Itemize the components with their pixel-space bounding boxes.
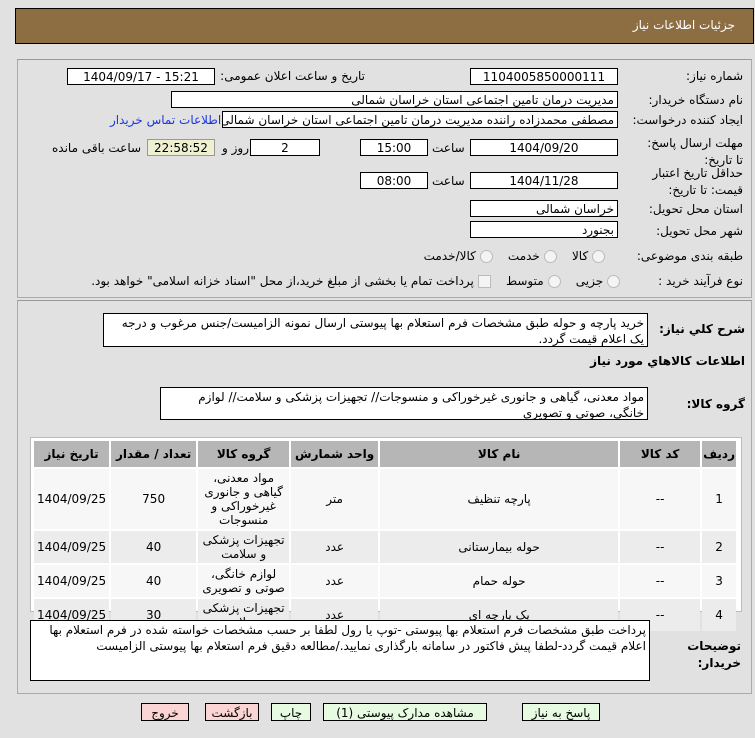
treasury-checkbox[interactable] bbox=[477, 275, 491, 288]
cell-item-code: -- bbox=[620, 565, 701, 597]
validity-label: حداقل تاریخ اعتبار قیمت: تا تاریخ: bbox=[652, 166, 743, 197]
category-radio-both[interactable] bbox=[479, 250, 493, 263]
print-button[interactable]: چاپ bbox=[271, 703, 311, 721]
validity-time-field[interactable]: 08:00 bbox=[360, 172, 428, 189]
process-radio-group: جزیی متوسط پرداخت تمام یا بخشی از مبلغ خ… bbox=[91, 274, 620, 288]
category-option-both: کالا/خدمت bbox=[423, 249, 476, 263]
reply-button[interactable]: پاسخ به نیاز bbox=[522, 703, 600, 721]
category-option-service: خدمت bbox=[507, 249, 540, 263]
cell-row-number: 4 bbox=[702, 599, 736, 631]
cell-item-group: تجهیزات پزشکی و سلامت bbox=[198, 531, 290, 563]
goods-section-title: اطلاعات كالاهاي مورد نياز bbox=[590, 354, 745, 368]
need-number-field[interactable]: 1104005850000111 bbox=[470, 68, 618, 85]
province-label: استان محل تحویل: bbox=[648, 202, 743, 216]
deadline-time-field[interactable]: 15:00 bbox=[360, 139, 428, 156]
creator-field[interactable]: مصطفی محمدزاده راننده مدیریت درمان تامین… bbox=[222, 111, 618, 128]
category-radio-service[interactable] bbox=[543, 250, 557, 263]
description-textarea[interactable]: خرید پارچه و حوله طبق مشخصات فرم استعلام… bbox=[103, 313, 648, 347]
cell-item-group: لوازم خانگی، صوتی و تصویری bbox=[198, 565, 290, 597]
cell-quantity: 40 bbox=[111, 565, 197, 597]
cell-unit: عدد bbox=[291, 531, 379, 563]
table-row: 1 -- پارچه تنظیف متر مواد معدنی، گیاهی و جان… bbox=[34, 469, 736, 529]
cell-row-number: 2 bbox=[702, 531, 736, 563]
col-item-name: نام کالا bbox=[380, 441, 619, 467]
announce-field[interactable]: 1404/09/17 - 15:21 bbox=[67, 68, 215, 85]
table-row: 3 -- حوله حمام عدد لوازم خانگی، صوتی و تصویر… bbox=[34, 565, 736, 597]
cell-quantity: 40 bbox=[111, 531, 197, 563]
goods-panel bbox=[17, 300, 752, 694]
cell-row-number: 3 bbox=[702, 565, 736, 597]
col-quantity: تعداد / مقدار bbox=[111, 441, 197, 467]
category-option-goods: کالا bbox=[571, 249, 589, 263]
deadline-date-field[interactable]: 1404/09/20 bbox=[470, 139, 618, 156]
buyer-notes-textarea[interactable]: پرداخت طبق مشخصات فرم استعلام بها پیوستی… bbox=[30, 620, 650, 681]
table-row: 2 -- حوله بیمارستانی عدد تجهیزات پزشکی و سلا… bbox=[34, 531, 736, 563]
cell-item-code: -- bbox=[620, 469, 701, 529]
category-radio-group: کالا خدمت کالا/خدمت bbox=[424, 249, 605, 263]
process-radio-minor[interactable] bbox=[607, 275, 620, 288]
days-field[interactable]: 2 bbox=[250, 139, 320, 156]
remaining-label: ساعت باقی مانده bbox=[52, 141, 142, 155]
announce-label: تاریخ و ساعت اعلان عمومی: bbox=[220, 69, 365, 83]
exit-button[interactable]: خروج bbox=[141, 703, 189, 721]
cell-row-number: 1 bbox=[702, 469, 736, 529]
page-header: جزئیات اطلاعات نیاز bbox=[15, 8, 754, 44]
col-need-date: تاریخ نیاز bbox=[34, 441, 110, 467]
process-option-minor: جزیی bbox=[575, 274, 604, 288]
province-field[interactable]: خراسان شمالی bbox=[470, 200, 618, 217]
deadline-label: مهلت ارسال پاسخ: تا تاریخ: bbox=[647, 136, 743, 167]
cell-item-code: -- bbox=[620, 531, 701, 563]
cell-need-date: 1404/09/25 bbox=[34, 531, 110, 563]
process-label: نوع فرآیند خرید : bbox=[658, 274, 743, 288]
cell-unit: عدد bbox=[291, 565, 379, 597]
process-option-medium: متوسط bbox=[505, 274, 544, 288]
goods-group-textarea[interactable]: مواد معدنی، گیاهی و جانوری غیرخوراکی و م… bbox=[160, 387, 648, 420]
category-label: طبقه بندی موضوعی: bbox=[636, 249, 743, 263]
col-item-code: کد کالا bbox=[620, 441, 701, 467]
category-radio-goods[interactable] bbox=[592, 250, 605, 263]
days-label: روز و bbox=[222, 141, 249, 155]
deadline-time-label: ساعت bbox=[432, 141, 465, 155]
buyer-org-field[interactable]: مدیریت درمان تامین اجتماعی استان خراسان … bbox=[171, 91, 618, 108]
contact-buyer-link[interactable]: اطلاعات تماس خریدار bbox=[110, 113, 222, 127]
validity-date-field[interactable]: 1404/11/28 bbox=[470, 172, 618, 189]
cell-item-group: مواد معدنی، گیاهی و جانوری غیرخوراکی و م… bbox=[198, 469, 290, 529]
description-label: شرح کلي نياز: bbox=[659, 322, 745, 336]
col-item-group: گروه کالا bbox=[198, 441, 290, 467]
view-attachments-button[interactable]: مشاهده مدارک پیوستی (1) bbox=[323, 703, 487, 721]
cell-item-name: حوله حمام bbox=[380, 565, 619, 597]
validity-time-label: ساعت bbox=[432, 174, 465, 188]
treasury-text: پرداخت تمام یا بخشی از مبلغ خرید،از محل … bbox=[91, 274, 474, 288]
buyer-org-label: نام دستگاه خریدار: bbox=[648, 93, 744, 107]
process-radio-medium[interactable] bbox=[547, 275, 561, 288]
goods-group-label: گروه کالا: bbox=[686, 397, 745, 411]
city-field[interactable]: بجنورد bbox=[470, 221, 618, 238]
cell-quantity: 750 bbox=[111, 469, 197, 529]
back-button[interactable]: بازگشت bbox=[205, 703, 259, 721]
details-panel bbox=[17, 59, 752, 298]
goods-table: ردیف کد کالا نام کالا واحد شمارش گروه کا… bbox=[32, 439, 738, 633]
city-label: شهر محل تحویل: bbox=[656, 224, 743, 238]
col-row-number: ردیف bbox=[702, 441, 736, 467]
cell-need-date: 1404/09/25 bbox=[34, 565, 110, 597]
creator-label: ایجاد کننده درخواست: bbox=[632, 113, 743, 127]
buyer-notes-label: توضیحات خریدار: bbox=[687, 639, 741, 670]
col-unit: واحد شمارش bbox=[291, 441, 379, 467]
cell-item-name: پارچه تنظیف bbox=[380, 469, 619, 529]
cell-unit: متر bbox=[291, 469, 379, 529]
remaining-time: 22:58:52 bbox=[147, 139, 215, 156]
cell-item-name: حوله بیمارستانی bbox=[380, 531, 619, 563]
cell-need-date: 1404/09/25 bbox=[34, 469, 110, 529]
goods-table-container: ردیف کد کالا نام کالا واحد شمارش گروه کا… bbox=[30, 437, 742, 631]
table-header-row: ردیف کد کالا نام کالا واحد شمارش گروه کا… bbox=[34, 441, 736, 467]
need-number-label: شماره نیاز: bbox=[686, 69, 743, 83]
page-title: جزئیات اطلاعات نیاز bbox=[632, 18, 735, 32]
